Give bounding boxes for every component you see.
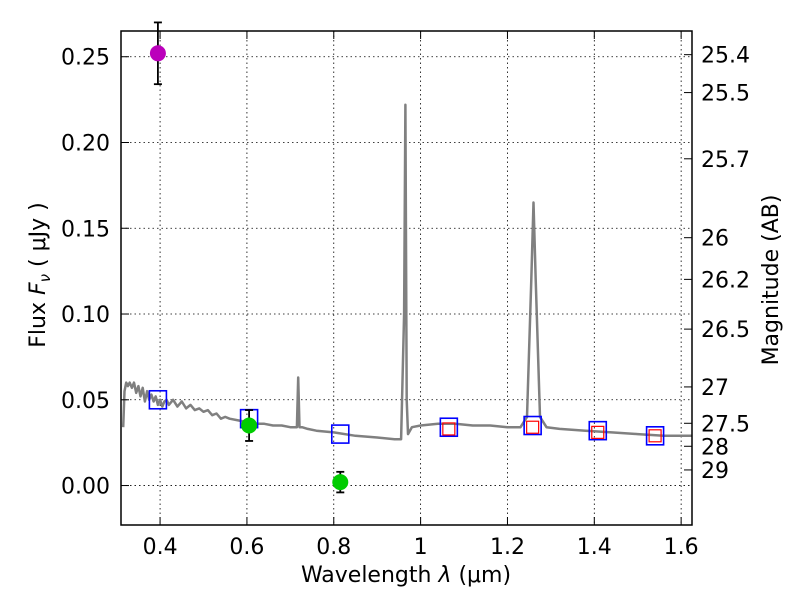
x-tick-label: 1: [414, 535, 428, 560]
observed-flux-marker: [591, 425, 605, 439]
magnitude-tick-label: 26.2: [701, 268, 750, 293]
x-tick-label: 1.4: [577, 535, 612, 560]
y-axis-label: Flux Fν ( μJy ): [26, 202, 54, 347]
y-tick-label: 0.15: [61, 217, 110, 242]
y-tick-label: 0.10: [61, 303, 110, 328]
observed-flux-marker: [526, 420, 540, 434]
x-axis-label-unit: (μm): [451, 563, 511, 588]
magnitude-tick-label: 27.5: [701, 412, 750, 437]
magnitude-axis-label: Magnitude (AB): [759, 195, 784, 366]
observed-flux-marker: [442, 422, 456, 436]
detection-point: [149, 45, 166, 62]
y-tick-label: 0.25: [61, 46, 110, 71]
x-tick-label: 1.2: [490, 535, 525, 560]
magnitude-tick-label: 25.4: [701, 44, 750, 69]
magnitude-tick-label: 27: [701, 376, 729, 401]
magnitude-tick-label: 28: [701, 435, 729, 460]
model-photometry-marker: [588, 420, 608, 441]
y-axis-label-nu: ν: [36, 274, 54, 282]
y-axis-label-unit: ( μJy ): [26, 202, 51, 274]
model-photometry-marker: [645, 426, 665, 446]
magnitude-tick-label: 25.7: [701, 148, 750, 173]
detection-point: [332, 474, 349, 491]
x-tick-label: 1.6: [664, 535, 699, 560]
y-axis-label-f: F: [26, 282, 51, 295]
model-photometry-marker: [523, 415, 542, 436]
x-tick-label: 0.4: [143, 535, 178, 560]
magnitude-tick-label: 26: [701, 227, 729, 252]
observed-flux-marker: [648, 429, 662, 443]
y-tick-label: 0.00: [61, 475, 110, 500]
y-axis-label-prefix: Flux: [26, 295, 51, 348]
plot-frame: [120, 30, 693, 526]
x-tick-label: 0.6: [229, 535, 264, 560]
magnitude-tick-label: 26.5: [701, 318, 750, 343]
x-axis-label-prefix: Wavelength: [301, 563, 439, 588]
x-tick-label: 0.8: [316, 535, 351, 560]
marker-layer: [148, 21, 665, 494]
model-photometry-marker: [148, 389, 168, 410]
detection-point: [241, 417, 258, 434]
model-photometry-marker: [330, 424, 350, 444]
model-photometry-marker: [439, 417, 459, 438]
y-tick-label: 0.05: [61, 389, 110, 414]
x-axis-label-lambda: λ: [437, 563, 451, 588]
model-spectrum-line: [121, 103, 692, 441]
y-tick-label: 0.20: [61, 131, 110, 156]
x-axis-label: Wavelength λ (μm): [301, 563, 511, 588]
magnitude-tick-label: 25.5: [701, 82, 750, 107]
spectrum-layer: [121, 103, 692, 441]
magnitude-tick-label: 29: [701, 459, 729, 484]
tick-layer: 0.4 0.6 0.8 1 1.2 1.4 1.6 0.00 0.05 0.10 0.15 0.20 0…: [61, 31, 750, 560]
grid-layer: [121, 31, 692, 525]
